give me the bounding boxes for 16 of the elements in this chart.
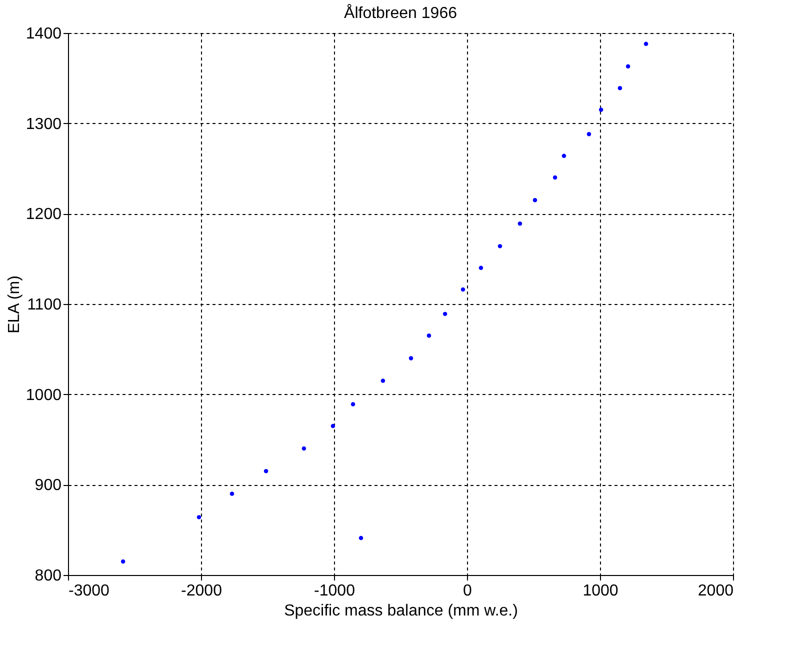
x-tick-label: 1000 [582,582,618,600]
x-tick-label: 2000 [698,582,734,600]
x-axis-title: Specific mass balance (mm w.e.) [284,602,518,620]
y-tick-label: 1400 [26,26,62,42]
y-tick-label: 1100 [27,296,62,314]
x-tick-label: 0 [463,582,472,600]
x-tick-label: -3000 [68,582,110,600]
chart-title: Ålfotbreen 1966 [344,4,458,22]
y-tick-label: 900 [34,477,62,494]
y-axis-title: ELA (m) [6,276,23,334]
y-tick-label: 1200 [26,206,62,224]
y-tick-label: 1000 [26,386,62,404]
x-tick-label: -1000 [314,582,356,600]
y-tick-label: 800 [34,568,62,584]
x-tick-label: -2000 [181,582,222,600]
y-tick-label: 1300 [26,116,62,133]
